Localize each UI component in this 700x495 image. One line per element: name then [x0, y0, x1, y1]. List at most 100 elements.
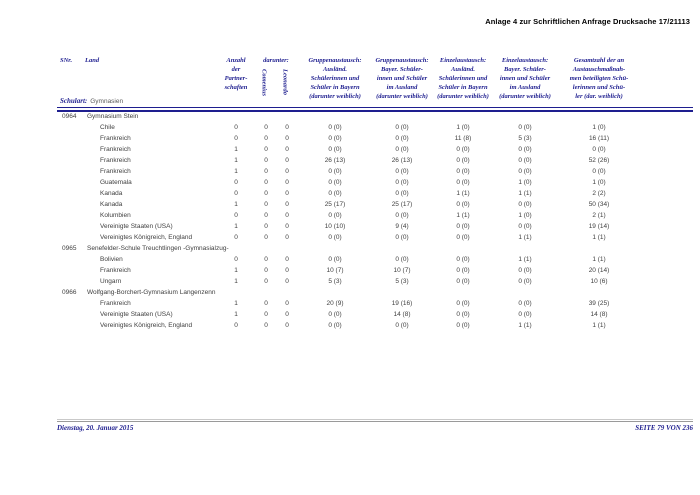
- row-value: 1 (1): [518, 256, 532, 263]
- row-value: 0 (0): [395, 212, 409, 219]
- row-land: Vereinigtes Königreich, England: [100, 234, 193, 241]
- row-snr-empty: [57, 201, 87, 212]
- row-value: 0: [285, 146, 289, 153]
- row-snr-empty: [57, 256, 87, 267]
- row-value: 1 (0): [518, 212, 532, 219]
- row-school-name: Senefelder-Schule Treuchtlingen -Gymnasi…: [87, 245, 229, 252]
- row-value: 20 (14): [588, 267, 610, 274]
- row-value: 1 (1): [518, 322, 532, 329]
- row-value: 0: [285, 322, 289, 329]
- row-value: 0: [264, 311, 268, 318]
- country-row: Chile 0 0 0 0 (0) 0 (0) 1 (0) 0 (0) 1 (0): [57, 124, 697, 135]
- row-value: 0 (0): [456, 311, 470, 318]
- row-value: 1: [234, 278, 238, 285]
- row-value: 0 (0): [395, 146, 409, 153]
- row-value: 0 (0): [592, 168, 606, 175]
- country-row: Ungarn 1 0 0 5 (3) 5 (3) 0 (0) 0 (0) 10 (6): [57, 278, 697, 289]
- row-value: 1: [234, 267, 238, 274]
- row-value: 0 (0): [456, 322, 470, 329]
- row-value: 19 (14): [588, 223, 610, 230]
- row-value: 1: [234, 146, 238, 153]
- row-school-name: Wolfgang-Borchert-Gymnasium Langenzenn: [87, 289, 216, 296]
- country-row: Vereinigtes Königreich, England 0 0 0 0 (0) 0…: [57, 322, 697, 333]
- row-value: 0 (0): [456, 201, 470, 208]
- row-value: 0 (0): [518, 201, 532, 208]
- row-value: 0: [285, 212, 289, 219]
- row-value: 0 (0): [456, 168, 470, 175]
- row-value: 0 (0): [456, 223, 470, 230]
- row-value: 0 (0): [328, 146, 342, 153]
- row-value: 0 (0): [328, 168, 342, 175]
- row-value: 0 (0): [456, 157, 470, 164]
- row-value: 0: [264, 168, 268, 175]
- country-row: Frankreich 1 0 0 10 (7) 10 (7) 0 (0) 0 (0) 20 (1…: [57, 267, 697, 278]
- row-land: Frankreich: [100, 157, 131, 164]
- row-snr-empty: [57, 322, 87, 333]
- row-value: 0: [285, 201, 289, 208]
- row-land: Frankreich: [100, 267, 131, 274]
- row-school-name: Gymnasium Stein: [87, 113, 139, 120]
- row-value: 0 (0): [328, 124, 342, 131]
- row-value: 0: [264, 278, 268, 285]
- row-value: 0: [264, 146, 268, 153]
- country-row: Vereinigte Staaten (USA) 1 0 0 10 (10) 9 (4) 0…: [57, 223, 697, 234]
- row-snr-empty: [57, 300, 87, 311]
- row-value: 0 (0): [395, 322, 409, 329]
- row-value: 10 (7): [326, 267, 344, 274]
- row-land: Kanada: [100, 201, 123, 208]
- row-value: 0 (0): [518, 146, 532, 153]
- row-snr-empty: [57, 146, 87, 157]
- row-value: 0 (0): [518, 300, 532, 307]
- country-row: Guatemala 0 0 0 0 (0) 0 (0) 0 (0) 1 (0) 1 (0): [57, 179, 697, 190]
- row-value: 0: [285, 311, 289, 318]
- row-snr-empty: [57, 190, 87, 201]
- country-row: Frankreich 1 0 0 0 (0) 0 (0) 0 (0) 0 (0) 0 (0): [57, 168, 697, 179]
- row-value: 1: [234, 168, 238, 175]
- schulart-value: Gymnasien: [90, 98, 124, 105]
- row-value: 0: [264, 179, 268, 186]
- row-value: 0: [285, 124, 289, 131]
- row-value: 1 (1): [518, 234, 532, 241]
- footer-rule: [57, 419, 693, 422]
- country-row: Kolumbien 0 0 0 0 (0) 0 (0) 1 (1) 1 (0) 2 (1): [57, 212, 697, 223]
- row-value: 0 (0): [518, 124, 532, 131]
- row-value: 0 (0): [395, 168, 409, 175]
- row-value: 0 (0): [395, 190, 409, 197]
- row-value: 0: [285, 278, 289, 285]
- row-snr-empty: [57, 311, 87, 322]
- row-land: Frankreich: [100, 135, 131, 142]
- row-value: 1 (1): [592, 322, 606, 329]
- row-value: 0 (0): [456, 278, 470, 285]
- row-value: 0 (0): [328, 322, 342, 329]
- section-row: 0966 Wolfgang-Borchert-Gymnasium Langenze…: [57, 289, 697, 300]
- row-land: Kanada: [100, 190, 123, 197]
- row-value: 5 (3): [395, 278, 409, 285]
- row-value: 0: [285, 157, 289, 164]
- row-land: Chile: [100, 124, 115, 131]
- row-value: 0: [285, 135, 289, 142]
- schulart-row: Schulart: Gymnasien: [60, 97, 123, 105]
- row-value: 1 (1): [592, 234, 606, 241]
- country-row: Kanada 0 0 0 0 (0) 0 (0) 1 (1) 1 (1) 2 (2): [57, 190, 697, 201]
- row-value: 1: [234, 300, 238, 307]
- row-snr-empty: [57, 267, 87, 278]
- row-value: 0: [234, 179, 238, 186]
- row-value: 0: [234, 190, 238, 197]
- country-row: Bolivien 0 0 0 0 (0) 0 (0) 0 (0) 1 (1) 1 (1): [57, 256, 697, 267]
- row-value: 16 (11): [588, 135, 610, 142]
- row-value: 19 (16): [391, 300, 413, 307]
- row-value: 0: [264, 223, 268, 230]
- row-value: 1: [234, 157, 238, 164]
- row-value: 0: [264, 201, 268, 208]
- row-snr-empty: [57, 168, 87, 179]
- country-row: Frankreich 1 0 0 26 (13) 26 (13) 0 (0) 0 (0) 52 …: [57, 157, 697, 168]
- row-land: Ungarn: [100, 278, 122, 285]
- col-gesamtzahl-header: Gesamtzahl der an Austauschmaßnah- men b…: [569, 57, 629, 100]
- row-value: 0: [264, 135, 268, 142]
- section-row: 0965 Senefelder-Schule Treuchtlingen -Gym…: [57, 245, 697, 256]
- country-row: Frankreich 1 0 0 0 (0) 0 (0) 0 (0) 0 (0) 0 (0): [57, 146, 697, 157]
- row-value: 0 (0): [328, 234, 342, 241]
- table-body: 0964 Gymnasium Stein Chile 0 0 0 0 (0) 0 (0) 1 (…: [57, 113, 697, 333]
- col-land-header: Land: [85, 57, 100, 64]
